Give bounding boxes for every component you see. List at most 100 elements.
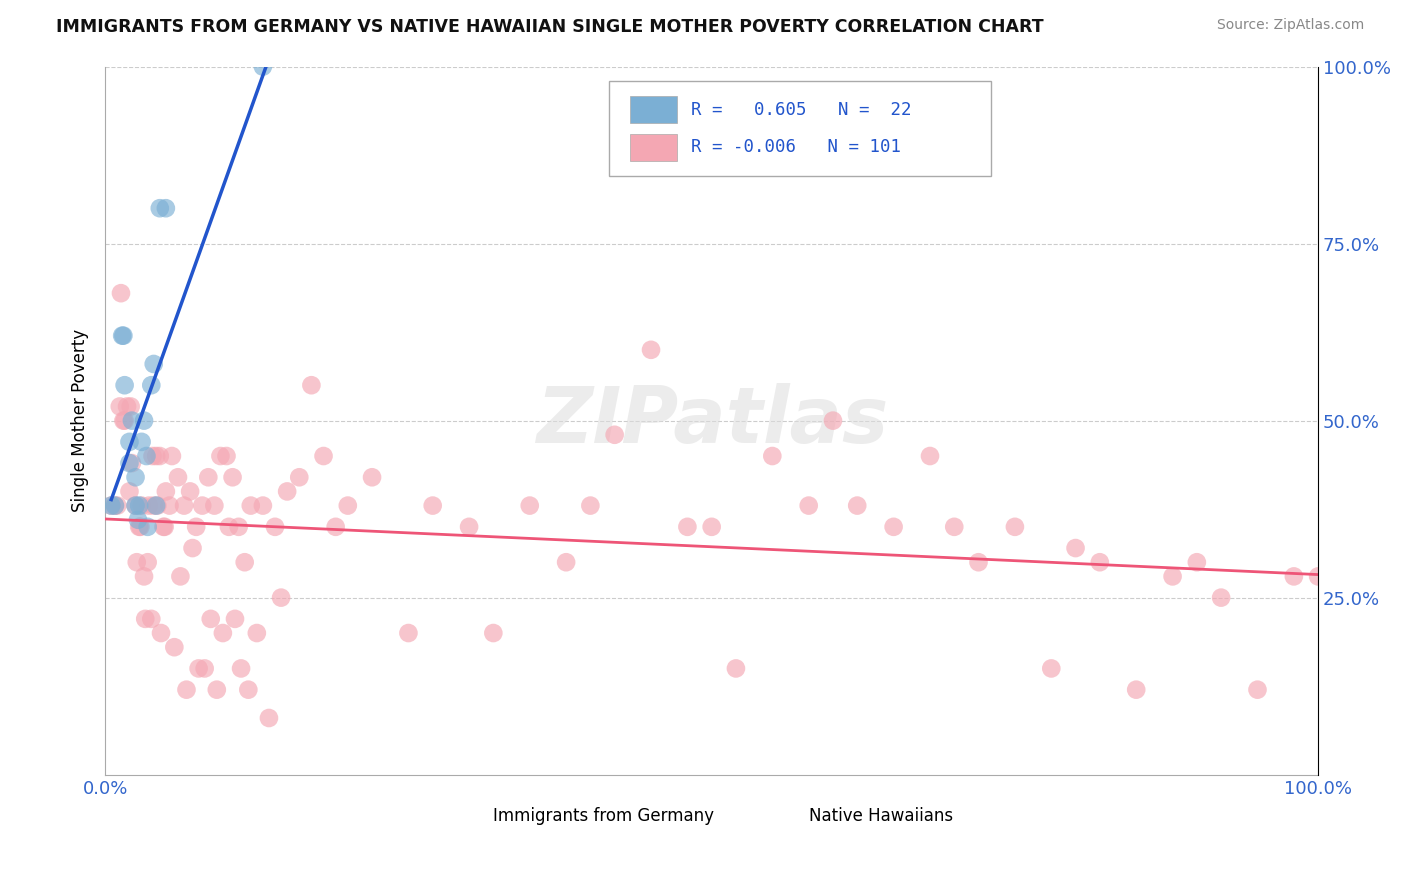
Point <box>761 449 783 463</box>
Point <box>136 555 159 569</box>
Point <box>239 499 262 513</box>
Point <box>152 520 174 534</box>
Point <box>159 499 181 513</box>
Point <box>100 499 122 513</box>
Point <box>167 470 190 484</box>
Point <box>121 414 143 428</box>
Point <box>218 520 240 534</box>
Point <box>181 541 204 555</box>
Point <box>128 499 150 513</box>
Point <box>918 449 941 463</box>
Text: IMMIGRANTS FROM GERMANY VS NATIVE HAWAIIAN SINGLE MOTHER POVERTY CORRELATION CHA: IMMIGRANTS FROM GERMANY VS NATIVE HAWAII… <box>56 18 1043 36</box>
Point <box>1161 569 1184 583</box>
Point <box>640 343 662 357</box>
Point <box>120 400 142 414</box>
Point <box>142 357 165 371</box>
Text: R = -0.006   N = 101: R = -0.006 N = 101 <box>692 138 901 156</box>
Point <box>131 499 153 513</box>
Point <box>104 499 127 513</box>
Point <box>202 499 225 513</box>
Point <box>579 499 602 513</box>
FancyBboxPatch shape <box>766 805 800 826</box>
Point <box>270 591 292 605</box>
Point <box>398 626 420 640</box>
Point <box>1185 555 1208 569</box>
Point <box>1088 555 1111 569</box>
Point <box>1040 661 1063 675</box>
Point <box>724 661 747 675</box>
Point <box>176 682 198 697</box>
Point <box>149 449 172 463</box>
Point <box>160 449 183 463</box>
Point <box>141 378 163 392</box>
Point <box>212 626 235 640</box>
Point <box>197 470 219 484</box>
Point <box>124 499 146 513</box>
Point <box>179 484 201 499</box>
Point <box>205 682 228 697</box>
Point <box>519 499 541 513</box>
Text: ZIPatlas: ZIPatlas <box>536 383 887 458</box>
Point <box>155 201 177 215</box>
Point <box>821 414 844 428</box>
Y-axis label: Single Mother Poverty: Single Mother Poverty <box>72 329 89 512</box>
Point <box>221 470 243 484</box>
Point <box>233 555 256 569</box>
FancyBboxPatch shape <box>630 134 676 161</box>
Point <box>191 499 214 513</box>
Point <box>150 626 173 640</box>
Point <box>128 520 150 534</box>
Point <box>110 286 132 301</box>
Point <box>111 328 134 343</box>
Point <box>104 499 127 513</box>
Point <box>246 626 269 640</box>
Point <box>264 520 287 534</box>
Point <box>252 499 274 513</box>
Point <box>187 661 209 675</box>
Point <box>276 484 298 499</box>
Point <box>114 414 136 428</box>
Point <box>169 569 191 583</box>
Point <box>118 456 141 470</box>
Point <box>797 499 820 513</box>
Point <box>224 612 246 626</box>
Point <box>135 449 157 463</box>
Point <box>146 499 169 513</box>
Point <box>336 499 359 513</box>
Point <box>1282 569 1305 583</box>
Point <box>153 520 176 534</box>
Point <box>138 499 160 513</box>
Point <box>129 520 152 534</box>
Point <box>252 60 274 74</box>
Point <box>112 414 135 428</box>
Point <box>121 456 143 470</box>
Point <box>1209 591 1232 605</box>
Text: R =   0.605   N =  22: R = 0.605 N = 22 <box>692 101 911 119</box>
Point <box>846 499 869 513</box>
Point <box>943 520 966 534</box>
Point <box>200 612 222 626</box>
Point <box>603 427 626 442</box>
Point <box>361 470 384 484</box>
Point <box>238 682 260 697</box>
Point <box>299 378 322 392</box>
Point <box>194 661 217 675</box>
Point <box>1064 541 1087 555</box>
Point <box>141 612 163 626</box>
Point <box>127 513 149 527</box>
Point <box>155 484 177 499</box>
Point <box>700 520 723 534</box>
Point <box>125 555 148 569</box>
Point <box>228 520 250 534</box>
FancyBboxPatch shape <box>451 805 485 826</box>
Point <box>145 449 167 463</box>
Point <box>422 499 444 513</box>
Point <box>118 484 141 499</box>
Point <box>124 499 146 513</box>
Point <box>458 520 481 534</box>
Point <box>229 661 252 675</box>
Point <box>134 612 156 626</box>
Point <box>215 449 238 463</box>
Point <box>482 626 505 640</box>
Point <box>114 378 136 392</box>
